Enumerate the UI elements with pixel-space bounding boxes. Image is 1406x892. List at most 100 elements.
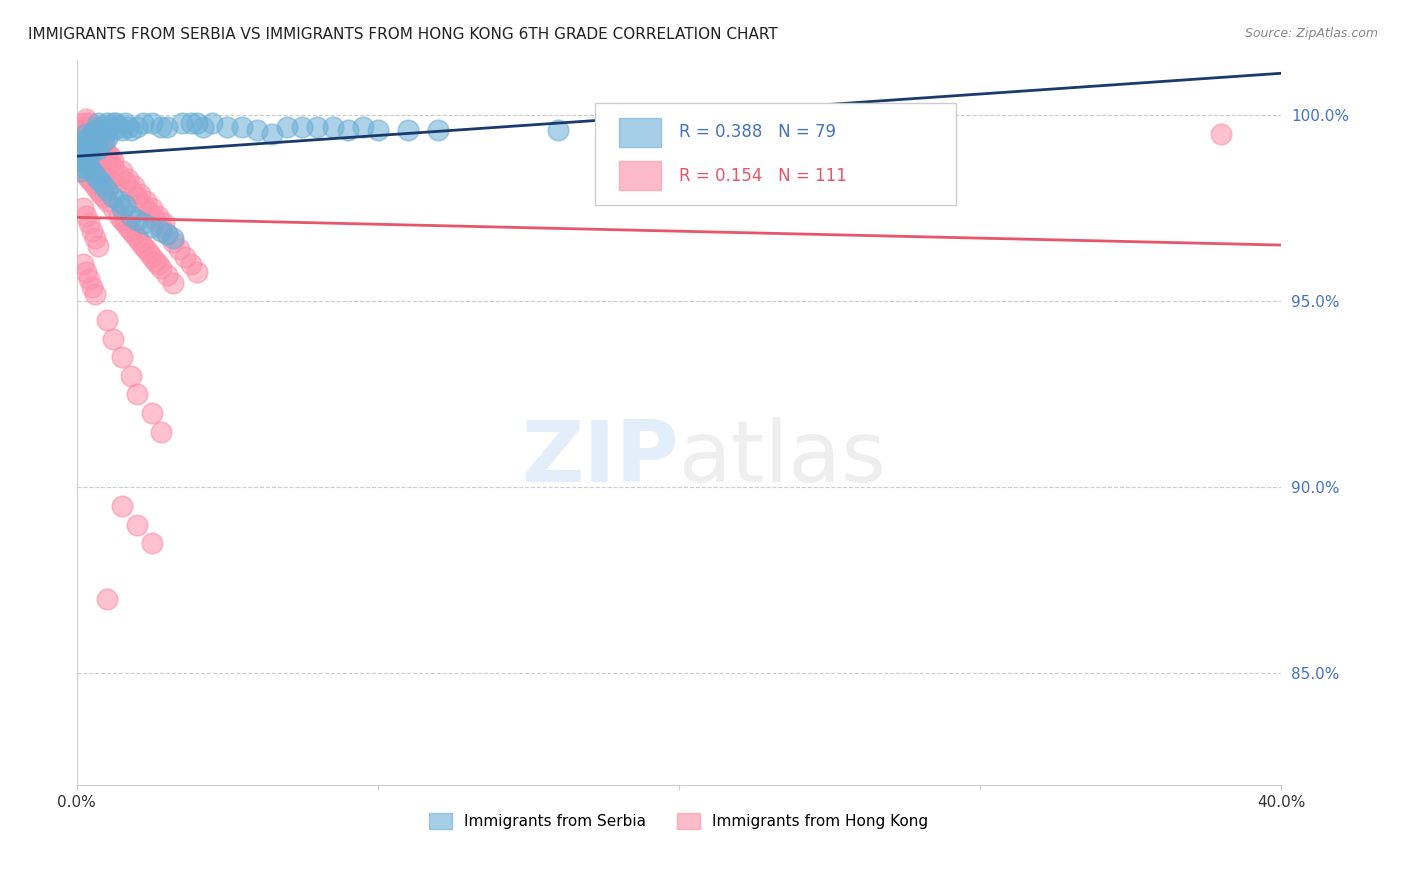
Point <box>149 224 172 238</box>
Point <box>80 279 103 293</box>
Text: ZIP: ZIP <box>522 417 679 500</box>
Point <box>117 120 139 134</box>
Point <box>90 161 112 175</box>
Point <box>111 499 134 513</box>
Text: Source: ZipAtlas.com: Source: ZipAtlas.com <box>1244 27 1378 40</box>
Point <box>262 127 284 141</box>
Point <box>75 123 97 137</box>
Point <box>86 238 108 252</box>
Point <box>93 164 115 178</box>
Point <box>156 227 179 242</box>
Point <box>547 123 569 137</box>
Point <box>246 123 269 137</box>
Point <box>80 175 103 189</box>
Point <box>80 138 103 153</box>
Point <box>72 161 94 175</box>
Point <box>125 387 148 401</box>
Point <box>787 120 810 134</box>
Text: atlas: atlas <box>679 417 887 500</box>
Point <box>72 149 94 163</box>
Point <box>132 197 155 211</box>
Point <box>83 231 105 245</box>
Point <box>367 123 389 137</box>
Point <box>107 194 129 208</box>
Point <box>135 194 157 208</box>
Point <box>69 135 91 149</box>
Point <box>114 175 136 189</box>
Point <box>352 120 374 134</box>
Point <box>83 123 105 137</box>
Point <box>120 123 142 137</box>
Point <box>72 135 94 149</box>
Point <box>90 120 112 134</box>
Point <box>72 116 94 130</box>
Point <box>90 127 112 141</box>
Point <box>174 250 197 264</box>
Point <box>83 135 105 149</box>
Point <box>90 130 112 145</box>
Point <box>141 116 163 130</box>
FancyBboxPatch shape <box>595 103 956 204</box>
Point <box>86 135 108 149</box>
Point <box>77 161 100 175</box>
Point <box>96 313 118 327</box>
Point <box>307 120 329 134</box>
Point <box>132 116 155 130</box>
Point <box>77 116 100 130</box>
Point <box>111 350 134 364</box>
Point <box>128 186 150 201</box>
Point <box>107 168 129 182</box>
Point <box>80 127 103 141</box>
Point <box>93 142 115 156</box>
Point <box>98 149 121 163</box>
Point <box>162 231 184 245</box>
Point <box>162 276 184 290</box>
Point <box>77 142 100 156</box>
Point <box>93 135 115 149</box>
Point <box>77 130 100 145</box>
Point <box>75 265 97 279</box>
Point <box>96 194 118 208</box>
Point <box>101 161 124 175</box>
Point <box>86 142 108 156</box>
Point <box>111 123 134 137</box>
Point <box>170 116 193 130</box>
Point <box>396 123 419 137</box>
Point <box>90 186 112 201</box>
Point <box>146 257 169 271</box>
Point <box>128 235 150 249</box>
Point <box>186 116 208 130</box>
Point <box>72 138 94 153</box>
Point <box>83 168 105 182</box>
Point <box>77 127 100 141</box>
Point <box>75 157 97 171</box>
Point <box>72 257 94 271</box>
Point <box>75 209 97 223</box>
Point <box>111 164 134 178</box>
Point <box>143 212 166 227</box>
Point <box>83 179 105 194</box>
Point <box>132 238 155 252</box>
Point <box>120 209 142 223</box>
Point <box>96 592 118 607</box>
Point <box>98 120 121 134</box>
Point <box>125 120 148 134</box>
Point <box>86 183 108 197</box>
Point <box>117 171 139 186</box>
Point <box>77 272 100 286</box>
Point <box>132 216 155 230</box>
Point <box>72 153 94 167</box>
Point <box>96 130 118 145</box>
Text: IMMIGRANTS FROM SERBIA VS IMMIGRANTS FROM HONG KONG 6TH GRADE CORRELATION CHART: IMMIGRANTS FROM SERBIA VS IMMIGRANTS FRO… <box>28 27 778 42</box>
Point <box>138 205 160 219</box>
Point <box>93 179 115 194</box>
Point <box>75 142 97 156</box>
Point <box>156 227 179 242</box>
Point <box>1209 127 1232 141</box>
Point <box>201 116 224 130</box>
Point <box>101 123 124 137</box>
Point <box>149 425 172 439</box>
Point <box>125 231 148 245</box>
Point <box>83 287 105 301</box>
Point <box>72 164 94 178</box>
